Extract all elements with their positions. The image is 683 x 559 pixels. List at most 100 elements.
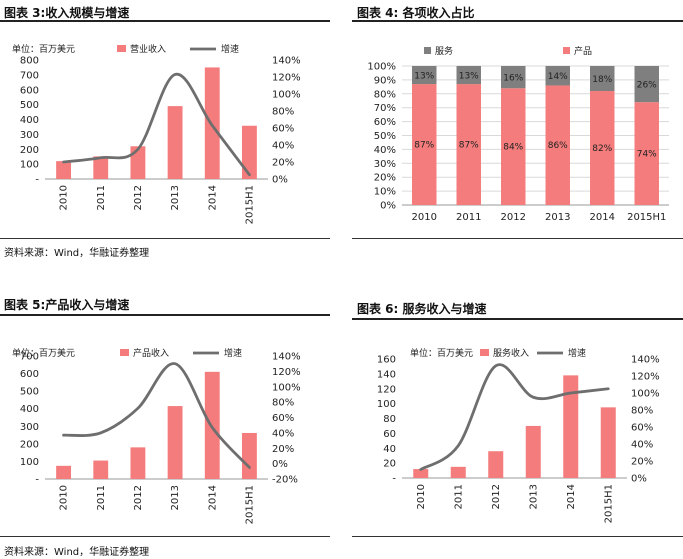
f6-left-tick-label: 120 [377,384,396,395]
figure-5-bottom-rule [0,536,330,537]
f6-growth-line [419,363,610,471]
f4-category-label: 2013 [545,212,570,223]
f6-category-label: 2011 [453,484,464,509]
f3-left-tick-label: 100 [20,160,39,171]
f4-tick-label: 60% [374,117,396,128]
f4-tick-label: 0% [380,201,396,212]
f6-bar [525,425,541,478]
f4-product-bar [412,84,437,205]
f5-bar [56,465,72,479]
f4-category-label: 2012 [501,212,526,223]
f6-left-tick-label: 160 [377,355,396,366]
f6-bar [488,451,504,478]
f5-left-tick-label: 200 [20,439,39,450]
f5-left-tick-label: 700 [20,352,39,363]
f4-tick-label: 20% [374,173,396,184]
f6-left-tick-label: 100 [377,399,396,410]
f3-left-tick-label: 700 [20,70,39,81]
f4-category-label: 2010 [412,212,437,223]
f5-right-tick-label: 40% [272,428,294,439]
f6-legend-bar-swatch [480,349,489,356]
f6-left-tick-label: 60 [383,429,396,440]
f5-right-tick-label: 120% [272,367,301,378]
f4-product-bar [634,102,659,205]
f4-service-data-label: 16% [503,74,523,84]
f4-category-label: 2014 [590,212,615,223]
f3-left-tick-label: 200 [20,145,39,156]
f3-legend-line-label: 增速 [221,43,239,55]
f3-bar [167,106,183,179]
f4-product-data-label: 87% [414,141,434,151]
figure-3-top-rule [0,20,330,22]
figure-4-bottom-rule [352,238,683,239]
f5-right-tick-label: 60% [272,413,294,424]
f4-product-data-label: 86% [548,141,568,151]
f4-product-data-label: 74% [637,150,657,160]
f3-category-label: 2010 [59,185,70,210]
f3-category-label: 2011 [96,185,107,210]
f3-left-tick-label: 800 [20,56,39,67]
f4-tick-label: 100% [367,62,396,73]
f6-bar [563,375,579,478]
f6-left-tick-label: 20 [383,459,396,470]
f4-legend-service-label: 服务 [435,45,453,57]
f5-right-tick-label: 100% [272,382,301,393]
f5-bar [130,447,146,479]
figure-6-title: 图表 6: 服务收入与增速 [357,302,487,316]
f4-product-data-label: 87% [459,141,479,151]
f4-category-label: 2011 [456,212,481,223]
f4-tick-label: 10% [374,187,396,198]
f3-bar [56,161,72,179]
f5-right-tick-label: 20% [272,444,294,455]
figure-6-top-rule [352,318,683,320]
f4-legend-service-swatch [424,47,431,54]
f3-right-tick-label: 0% [272,175,288,186]
f4-tick-label: 40% [374,145,396,156]
f6-left-tick-label: - [392,474,396,485]
f5-left-tick-label: 100 [20,457,39,468]
f5-right-tick-label: 0% [272,459,288,470]
f6-category-label: 2013 [528,484,539,509]
f4-product-data-label: 84% [503,143,523,153]
f5-right-tick-label: -20% [272,475,298,486]
f6-category-label: 2015H1 [603,484,614,523]
f3-unit-label: 单位：百万美元 [12,43,75,55]
f3-right-tick-label: 120% [272,73,301,84]
f3-growth-line [62,73,251,177]
f5-right-tick-label: 140% [272,352,301,363]
f4-service-bar [412,66,437,85]
f3-right-tick-label: 80% [272,107,294,118]
f4-tick-label: 80% [374,89,396,100]
f6-right-tick-label: 0% [631,474,647,485]
f5-left-tick-label: 600 [20,369,39,380]
source-note-top: 资料来源：Wind，华融证券整理 [4,248,150,259]
f4-legend-product-label: 产品 [574,45,592,57]
f5-unit-label: 单位：百万美元 [12,347,75,359]
f5-category-label: 2010 [59,485,70,510]
f3-left-tick-label: 500 [20,100,39,111]
f5-legend-bar-swatch [120,349,129,356]
f3-category-label: 2015H1 [244,185,255,224]
f5-right-tick-label: 80% [272,398,294,409]
f5-category-label: 2012 [133,485,144,510]
f4-service-data-label: 13% [414,72,434,82]
f6-legend-bar-label: 服务收入 [493,347,529,359]
f4-product-bar [590,91,615,205]
f5-left-tick-label: 300 [20,422,39,433]
f3-right-tick-label: 20% [272,158,294,169]
f6-left-tick-label: 80 [383,414,396,425]
f6-legend-line-label: 增速 [568,347,586,359]
figure-3-title: 图表 3:收入规模与增速 [4,6,130,20]
f4-service-data-label: 14% [548,72,568,82]
f5-category-label: 2014 [207,485,218,510]
f6-left-tick-label: 40 [383,444,396,455]
f4-service-bar [634,66,659,103]
f4-tick-label: 50% [374,131,396,142]
f6-unit-label: 单位：百万美元 [410,347,473,359]
figure-4-chart: 0% 10% 20% 30% 40% 50% 60% 70% 80% 90% 100% 87% 13% 2… [367,45,669,223]
f6-bar [600,407,616,478]
f6-category-label: 2012 [491,484,502,509]
f5-bar [167,406,183,479]
figure-5-top-rule [0,314,330,316]
f4-service-bar [545,66,570,86]
